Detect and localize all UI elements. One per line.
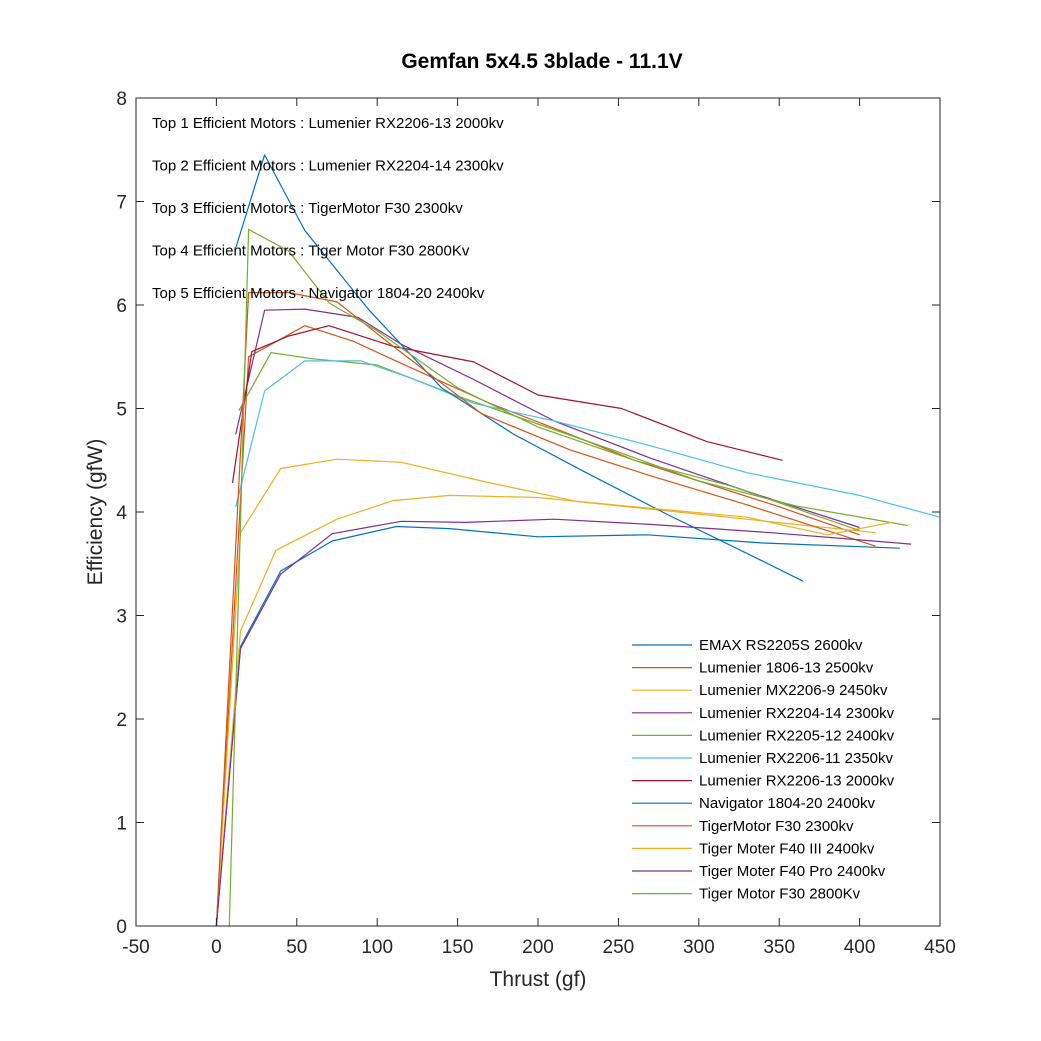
- legend-label: Lumenier 1806-13 2500kv: [699, 660, 874, 677]
- legend-label: Lumenier MX2206-9 2450kv: [699, 682, 888, 699]
- series-line-6: [235, 360, 941, 518]
- legend-label: TigerMotor F30 2300kv: [699, 818, 854, 835]
- y-tick-label: 3: [116, 607, 127, 628]
- annotation-top-1: Top 1 Efficient Motors : Lumenier RX2206…: [152, 115, 504, 132]
- series-line-12: [228, 228, 860, 927]
- y-axis-title: Efficiency (gfW): [84, 439, 107, 586]
- x-tick-label: 250: [603, 937, 635, 958]
- y-tick-label: 0: [116, 917, 127, 938]
- legend-box: [622, 631, 924, 913]
- x-tick-label: 100: [361, 937, 393, 958]
- y-tick-label: 8: [116, 89, 127, 110]
- x-tick-label: 300: [683, 937, 715, 958]
- series-line-4: [235, 308, 860, 529]
- series-line-3: [215, 458, 876, 927]
- series-line-11: [215, 518, 912, 927]
- legend-label: Lumenier RX2204-14 2300kv: [699, 705, 895, 722]
- annotations: Top 1 Efficient Motors : Lumenier RX2206…: [152, 115, 504, 302]
- series-line-10: [215, 494, 892, 927]
- annotation-top-2: Top 2 Efficient Motors : Lumenier RX2204…: [152, 158, 504, 175]
- legend-label: Lumenier RX2205-12 2400kv: [699, 727, 895, 744]
- legend-label: Lumenier RX2206-13 2000kv: [699, 773, 895, 790]
- legend-label: Lumenier RX2206-11 2350kv: [699, 750, 894, 767]
- annotation-top-5: Top 5 Efficient Motors : Navigator 1804-…: [152, 285, 485, 302]
- series-line-9: [215, 292, 876, 927]
- y-tick-label: 5: [116, 400, 127, 421]
- x-axis-title: Thrust (gf): [490, 968, 587, 991]
- legend: EMAX RS2205S 2600kv Lumenier 1806-13 2500…: [622, 631, 924, 913]
- y-tick-label: 2: [116, 710, 127, 731]
- x-tick-label: 400: [844, 937, 876, 958]
- series-line-5: [238, 352, 908, 527]
- series-line-7: [231, 325, 783, 484]
- y-tick-label: 6: [116, 296, 127, 317]
- x-tick-label: 50: [286, 937, 307, 958]
- chart-title: Gemfan 5x4.5 3blade - 11.1V: [401, 50, 682, 73]
- x-tick-label: 0: [211, 937, 222, 958]
- series-lines: [215, 154, 941, 927]
- x-tick-label: 200: [522, 937, 554, 958]
- legend-label: Navigator 1804-20 2400kv: [699, 795, 875, 812]
- legend-label: Tiger Moter F40 III 2400kv: [699, 840, 875, 857]
- y-tick-label: 1: [116, 814, 127, 835]
- y-tick-label: 4: [116, 503, 127, 524]
- annotation-top-3: Top 3 Efficient Motors : TigerMotor F30 …: [152, 200, 463, 217]
- legend-label: Tiger Motor F30 2800Kv: [699, 886, 861, 903]
- legend-label: EMAX RS2205S 2600kv: [699, 637, 863, 654]
- x-tick-label: 150: [442, 937, 474, 958]
- y-tick-label: 7: [116, 193, 127, 214]
- legend-label: Tiger Moter F40 Pro 2400kv: [699, 863, 886, 880]
- x-tick-label: -50: [122, 937, 149, 958]
- x-tick-label: 350: [763, 937, 795, 958]
- series-line-1: [215, 525, 900, 927]
- annotation-top-4: Top 4 Efficient Motors : Tiger Motor F30…: [152, 243, 470, 260]
- x-tick-label: 450: [924, 937, 956, 958]
